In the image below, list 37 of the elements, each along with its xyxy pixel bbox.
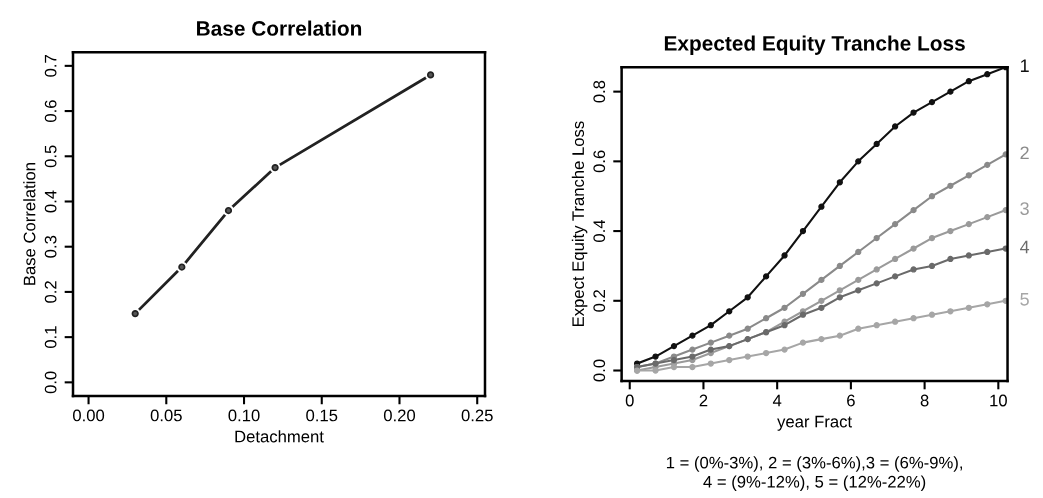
- x-axis-title: year Fract: [777, 415, 852, 431]
- text: 1 = (0%-3%), 2 = (3%-6%),3 = (6%-9%), 4 = (9%-12%), 5 = (12%-22%): [666, 456, 962, 491]
- series-label: 5: [1020, 293, 1029, 306]
- x-tick-label: 0.00: [72, 409, 105, 422]
- x-tick-label: 0.25: [461, 409, 493, 422]
- y-tick-label: 0.5: [44, 145, 57, 168]
- x-tick-label: 0.05: [150, 409, 182, 422]
- y-axis-title: Base Correlation: [23, 163, 36, 285]
- y-tick-label: 0.7: [44, 55, 57, 77]
- chart-title: Expected Equity Tranche Loss: [664, 35, 965, 55]
- y-tick-label: 0.8: [593, 80, 606, 103]
- chart-title: Base Correlation: [197, 20, 362, 36]
- x-tick-label: 10: [990, 394, 1007, 407]
- x-tick-label: 0.10: [228, 409, 260, 422]
- y-axis-title: Expect Equity Tranche Loss: [571, 121, 588, 327]
- series-label: 2: [1020, 146, 1029, 160]
- y-tick-label: 0.6: [44, 100, 57, 122]
- x-tick-label: 6: [847, 394, 855, 407]
- x-tick-label: 4: [772, 394, 782, 407]
- x-tick-label: 2: [699, 394, 708, 407]
- x-axis-title: Detachment: [235, 430, 324, 443]
- x-tick-label: 0: [625, 394, 634, 407]
- y-tick-label: 0.1: [44, 326, 57, 349]
- y-tick-label: 0.4: [593, 219, 606, 242]
- series-label: 4: [1020, 240, 1030, 254]
- series-label: 1: [1020, 59, 1029, 72]
- y-tick-label: 0.4: [44, 190, 57, 213]
- x-tick-label: 0.20: [383, 409, 416, 422]
- y-tick-label: 0.2: [44, 281, 57, 303]
- x-tick-label: 8: [920, 394, 929, 407]
- x-tick-label: 0.15: [306, 409, 338, 422]
- y-tick-label: 0.0: [593, 359, 606, 382]
- y-tick-label: 0.2: [593, 290, 606, 312]
- series-label: 3: [1020, 202, 1029, 215]
- y-tick-label: 0.0: [44, 371, 57, 394]
- y-tick-label: 0.6: [593, 150, 606, 173]
- y-tick-label: 0.3: [44, 235, 57, 258]
